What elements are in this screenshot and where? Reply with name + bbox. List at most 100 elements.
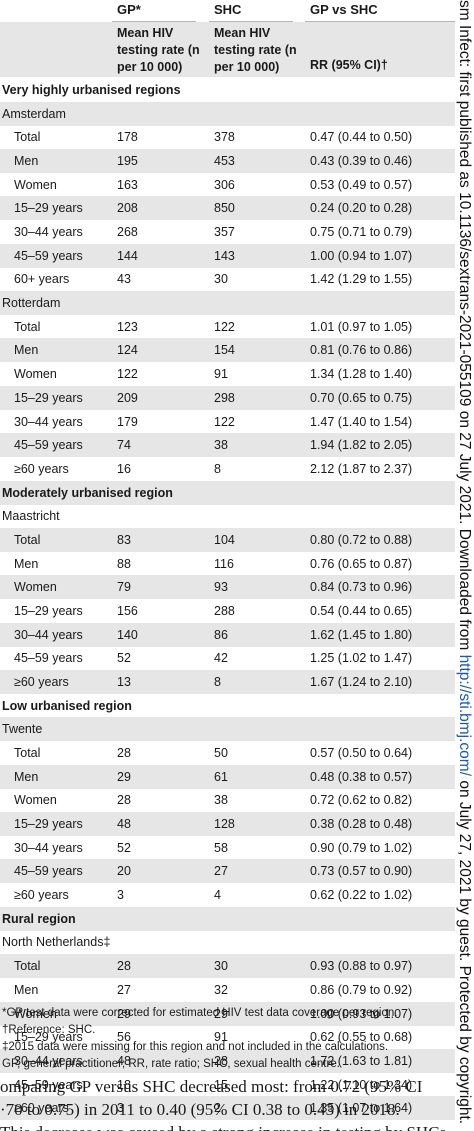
- gp-rate-cell: 52: [117, 840, 131, 855]
- sidebar-prefix: sm Infect: first published as 10.1136/se…: [456, 0, 473, 655]
- gp-rate-cell: 179: [117, 414, 138, 429]
- rate-ratio-cell: 0.73 (0.57 to 0.90): [310, 864, 413, 879]
- row-label: ≥60 years: [14, 675, 69, 689]
- shc-column-header: SHC: [214, 2, 242, 17]
- city-heading: North Netherlands‡: [2, 935, 111, 950]
- row-label: Total: [14, 746, 41, 761]
- shc-rate-cell: 850: [214, 201, 235, 216]
- rate-ratio-cell: 0.57 (0.50 to 0.64): [310, 746, 413, 761]
- table-row: 60+ years 43 30 1.42 (1.29 to 1.55): [0, 267, 455, 291]
- shc-measure-line: per 10 000): [214, 60, 280, 74]
- rate-ratio-cell: 0.48 (0.38 to 0.57): [310, 769, 413, 784]
- gp-rate-cell: 122: [117, 367, 138, 382]
- table-row: Women 79 93 0.84 (0.73 to 0.96): [0, 575, 455, 600]
- table-row: Women 28 38 0.72 (0.62 to 0.82): [0, 788, 455, 812]
- row-label: Women: [14, 367, 57, 382]
- row-label: Men: [14, 556, 39, 571]
- region-heading: Very highly urbanised regions: [2, 83, 181, 97]
- footnote: †Reference: SHC.: [2, 1024, 96, 1036]
- gp-rate-cell: 178: [117, 130, 138, 145]
- gp-rate-cell: 28: [117, 793, 131, 808]
- shc-rate-cell: 30: [214, 959, 228, 974]
- row-label: 45–59 years: [14, 248, 83, 263]
- row-label: 15–29 years: [14, 817, 83, 832]
- table-row: Total 28 50 0.57 (0.50 to 0.64): [0, 741, 455, 765]
- gp-rate-cell: 48: [117, 1053, 131, 1068]
- shc-rate-cell: 86: [214, 627, 228, 642]
- copyright-sidebar: sm Infect: first published as 10.1136/se…: [452, 0, 474, 1131]
- table-row: ≥60 years 16 8 2.12 (1.87 to 2.37): [0, 457, 455, 481]
- table-header-top: GP* SHC GP vs SHC: [0, 0, 455, 21]
- region-heading-row: Moderately urbanised region: [0, 480, 455, 505]
- row-label: 15–29 years: [14, 1030, 83, 1045]
- row-label: ≥60 years: [14, 888, 69, 903]
- row-label: Men: [14, 769, 39, 784]
- shc-rate-cell: 104: [214, 532, 235, 547]
- sidebar-link[interactable]: http://sti.bmj.com/: [456, 654, 473, 777]
- table-row: 45–59 years 74 38 1.94 (1.82 to 2.05): [0, 433, 455, 458]
- gp-rate-cell: 123: [117, 319, 138, 334]
- row-label: ≥60 years: [14, 461, 69, 476]
- row-label: Women: [14, 793, 57, 808]
- gp-rate-cell: 48: [117, 817, 131, 832]
- footnote: ‡2015 data were missing for this region …: [2, 1041, 389, 1053]
- shc-measure-line: Mean HIV: [214, 26, 271, 40]
- gp-measure-line: Mean HIV: [117, 26, 174, 40]
- region-heading-row: Low urbanised region: [0, 694, 455, 718]
- rate-ratio-cell: 0.62 (0.22 to 1.02): [310, 888, 413, 903]
- gp-rate-cell: 268: [117, 225, 138, 240]
- table-row: Total 123 122 1.01 (0.97 to 1.05): [0, 315, 455, 339]
- rate-ratio-cell: 0.76 (0.65 to 0.87): [310, 556, 413, 571]
- table-row: Women 122 91 1.34 (1.28 to 1.40): [0, 362, 455, 386]
- rate-ratio-cell: 0.43 (0.39 to 0.46): [310, 154, 413, 169]
- gp-rate-cell: 27: [117, 982, 131, 997]
- table-row: Men 29 61 0.48 (0.38 to 0.57): [0, 764, 455, 789]
- row-label: 30–44 years: [14, 1053, 83, 1068]
- gp-rate-cell: 16: [117, 461, 131, 476]
- shc-rate-cell: 61: [214, 769, 228, 784]
- table-row: ≥60 years 3 2 1.35 (1.07 to 1.64): [0, 1096, 455, 1121]
- row-label: Total: [14, 130, 41, 145]
- gp-rate-cell: 156: [117, 603, 138, 618]
- row-label: 30–44 years: [14, 414, 83, 429]
- table-row: Men 27 32 0.86 (0.79 to 0.92): [0, 978, 455, 1002]
- table-row: 15–29 years 48 128 0.38 (0.28 to 0.48): [0, 812, 455, 837]
- table-row: Men 124 154 0.81 (0.76 to 0.86): [0, 338, 455, 363]
- gp-rate-cell: 124: [117, 343, 138, 358]
- table-row: Total 83 104 0.80 (0.72 to 0.88): [0, 527, 455, 552]
- row-label: 30–44 years: [14, 225, 83, 240]
- row-label: Men: [14, 154, 39, 169]
- footnote: *GP test data were corrected for estimat…: [2, 1007, 398, 1019]
- region-heading: Rural region: [2, 911, 76, 926]
- city-heading-row: Amsterdam: [0, 101, 455, 126]
- rate-ratio-cell: 1.34 (1.28 to 1.40): [310, 367, 413, 382]
- rate-ratio-cell: 0.70 (0.65 to 0.75): [310, 390, 413, 405]
- shc-rate-cell: 58: [214, 840, 228, 855]
- shc-rate-cell: 116: [214, 556, 234, 571]
- row-label: 45–59 years: [14, 438, 83, 453]
- gp-rate-cell: 18: [117, 1077, 131, 1092]
- gp-rate-cell: 43: [117, 272, 131, 287]
- table-row: 30–44 years 48 28 1.72 (1.63 to 1.81): [0, 1048, 455, 1073]
- sidebar-suffix: on July 27, 2021 by guest. Protected by …: [456, 776, 473, 1125]
- rate-ratio-cell: 1.47 (1.40 to 1.54): [310, 414, 413, 429]
- gp-rate-cell: 88: [117, 556, 131, 571]
- shc-rate-cell: 15: [214, 1077, 228, 1092]
- table-row: 45–59 years 20 27 0.73 (0.57 to 0.90): [0, 859, 455, 884]
- shc-rate-cell: 8: [214, 461, 221, 476]
- rate-ratio-cell: 0.47 (0.44 to 0.50): [310, 130, 413, 145]
- gp-rate-cell: 13: [117, 675, 131, 689]
- city-heading: Maastricht: [2, 509, 60, 524]
- table-row: 15–29 years 208 850 0.24 (0.20 to 0.28): [0, 196, 455, 221]
- rate-ratio-cell: 0.86 (0.79 to 0.92): [310, 982, 413, 997]
- table-row: ≥60 years 13 8 1.67 (1.24 to 2.10): [0, 670, 455, 694]
- row-label: Women: [14, 177, 57, 192]
- rate-ratio-cell: 1.72 (1.63 to 1.81): [310, 1053, 413, 1068]
- rate-ratio-cell: 0.24 (0.20 to 0.28): [310, 201, 413, 216]
- table-row: 30–44 years 52 58 0.90 (0.79 to 1.02): [0, 836, 455, 860]
- table-row: Women 163 306 0.53 (0.49 to 0.57): [0, 173, 455, 197]
- gp-rate-cell: 3: [117, 888, 124, 903]
- shc-rate-cell: 378: [214, 130, 235, 145]
- shc-rate-cell: 29: [214, 1006, 228, 1021]
- rate-ratio-cell: 1.42 (1.29 to 1.55): [310, 272, 413, 287]
